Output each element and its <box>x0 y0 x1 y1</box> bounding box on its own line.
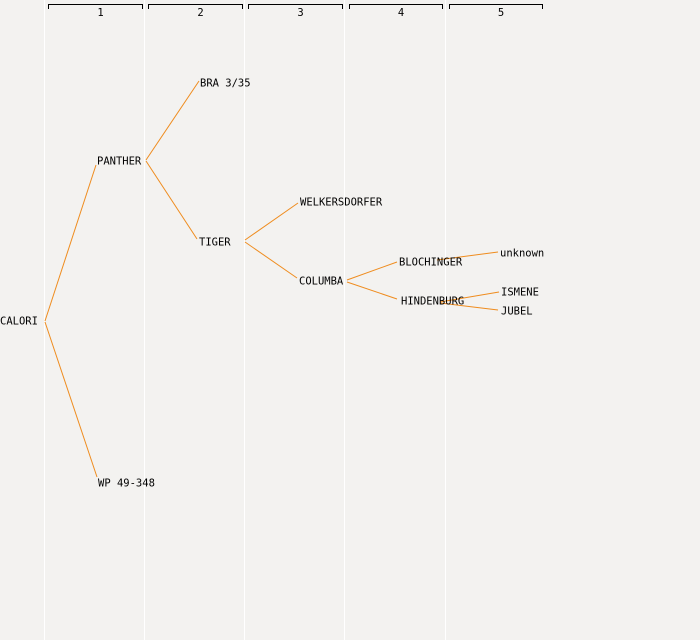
generation-number-4: 4 <box>398 7 404 19</box>
node-unknown[interactable]: unknown <box>500 248 544 260</box>
node-bra335[interactable]: BRA 3/35 <box>200 78 251 90</box>
generation-bracket-3: 3 <box>248 4 343 19</box>
node-tiger[interactable]: TIGER <box>199 237 231 249</box>
edge-panther-tiger <box>145 160 198 240</box>
generation-bracket-1: 1 <box>48 4 143 19</box>
generation-number-3: 3 <box>297 7 303 19</box>
generation-number-1: 1 <box>97 7 103 19</box>
node-jubel[interactable]: JUBEL <box>501 306 533 318</box>
edge-hindenburg-jubel <box>439 302 499 311</box>
edge-tiger-columba <box>244 241 298 279</box>
edge-panther-bra335 <box>145 80 200 161</box>
node-calori[interactable]: CALORI <box>0 316 38 328</box>
bracket-shape <box>449 4 543 9</box>
generation-number-5: 5 <box>498 7 504 19</box>
node-hindenburg[interactable]: HINDENBURG <box>401 296 464 308</box>
generation-number-2: 2 <box>197 7 203 19</box>
edge-tiger-welkersdorfer <box>244 202 299 241</box>
bracket-shape <box>248 4 343 9</box>
generation-bracket-4: 4 <box>349 4 443 19</box>
edge-calori-panther <box>44 164 97 322</box>
node-columba[interactable]: COLUMBA <box>299 276 344 288</box>
bracket-shape <box>148 4 243 9</box>
bracket-shape <box>48 4 143 9</box>
edge-calori-wp49348 <box>44 321 98 478</box>
edge-columba-blochinger <box>346 261 398 281</box>
edge-columba-hindenburg <box>346 281 398 300</box>
bracket-shape <box>349 4 443 9</box>
node-panther[interactable]: PANTHER <box>97 156 142 168</box>
generation-bracket-2: 2 <box>148 4 243 19</box>
node-ismene[interactable]: ISMENE <box>501 287 539 299</box>
node-wp49348[interactable]: WP 49-348 <box>98 478 155 490</box>
node-blochinger[interactable]: BLOCHINGER <box>399 257 463 269</box>
node-welkersdorfer[interactable]: WELKERSDORFER <box>300 197 383 209</box>
generation-bracket-5: 5 <box>449 4 543 19</box>
edge-hindenburg-ismene <box>439 291 500 303</box>
edge-blochinger-unknown <box>436 251 499 261</box>
